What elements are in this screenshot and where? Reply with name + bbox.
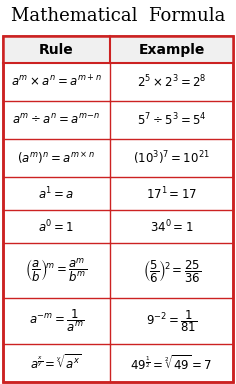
Text: Mathematical  Formula: Mathematical Formula: [11, 7, 225, 25]
Text: $a^m \div a^n = a^{m\!-\!n}$: $a^m \div a^n = a^{m\!-\!n}$: [12, 113, 101, 127]
Text: $5^7 \div 5^3 = 5^4$: $5^7 \div 5^3 = 5^4$: [137, 112, 206, 129]
Text: $a^{-m} = \dfrac{1}{a^m}$: $a^{-m} = \dfrac{1}{a^m}$: [29, 308, 84, 334]
Text: $a^{\frac{x}{y}} = \sqrt[y]{a^x}$: $a^{\frac{x}{y}} = \sqrt[y]{a^x}$: [30, 354, 82, 372]
Text: $34^0= 1$: $34^0= 1$: [150, 218, 193, 235]
Text: $49^{\frac{1}{2}} = \sqrt[2]{49} = 7$: $49^{\frac{1}{2}} = \sqrt[2]{49} = 7$: [130, 354, 213, 372]
Text: $\left(\dfrac{a}{b}\right)^{\!m} = \dfrac{a^m}{b^m}$: $\left(\dfrac{a}{b}\right)^{\!m} = \dfra…: [25, 257, 87, 285]
Bar: [3, 36, 233, 63]
Text: $17^1 = 17$: $17^1 = 17$: [146, 185, 197, 202]
Text: $(a^m)^n = a^{m \times n}$: $(a^m)^n = a^{m \times n}$: [17, 151, 95, 166]
Text: Example: Example: [138, 43, 205, 57]
Text: $a^m \times a^n =a^{m+n}$: $a^m \times a^n =a^{m+n}$: [11, 75, 102, 90]
Text: $(10^3)^7 = 10^{21}$: $(10^3)^7 = 10^{21}$: [133, 149, 210, 167]
Text: $a^0 = 1$: $a^0 = 1$: [38, 218, 75, 235]
Text: $9^{-2} = \dfrac{1}{81}$: $9^{-2} = \dfrac{1}{81}$: [146, 308, 197, 334]
Text: $\left(\dfrac{5}{6}\right)^{\!2} = \dfrac{25}{36}$: $\left(\dfrac{5}{6}\right)^{\!2} = \dfra…: [143, 258, 201, 284]
Text: $2^5 \times 2^3 = 2^8$: $2^5 \times 2^3 = 2^8$: [137, 74, 206, 91]
Text: Rule: Rule: [39, 43, 74, 57]
Text: $a^1 =  a$: $a^1 = a$: [38, 185, 75, 202]
